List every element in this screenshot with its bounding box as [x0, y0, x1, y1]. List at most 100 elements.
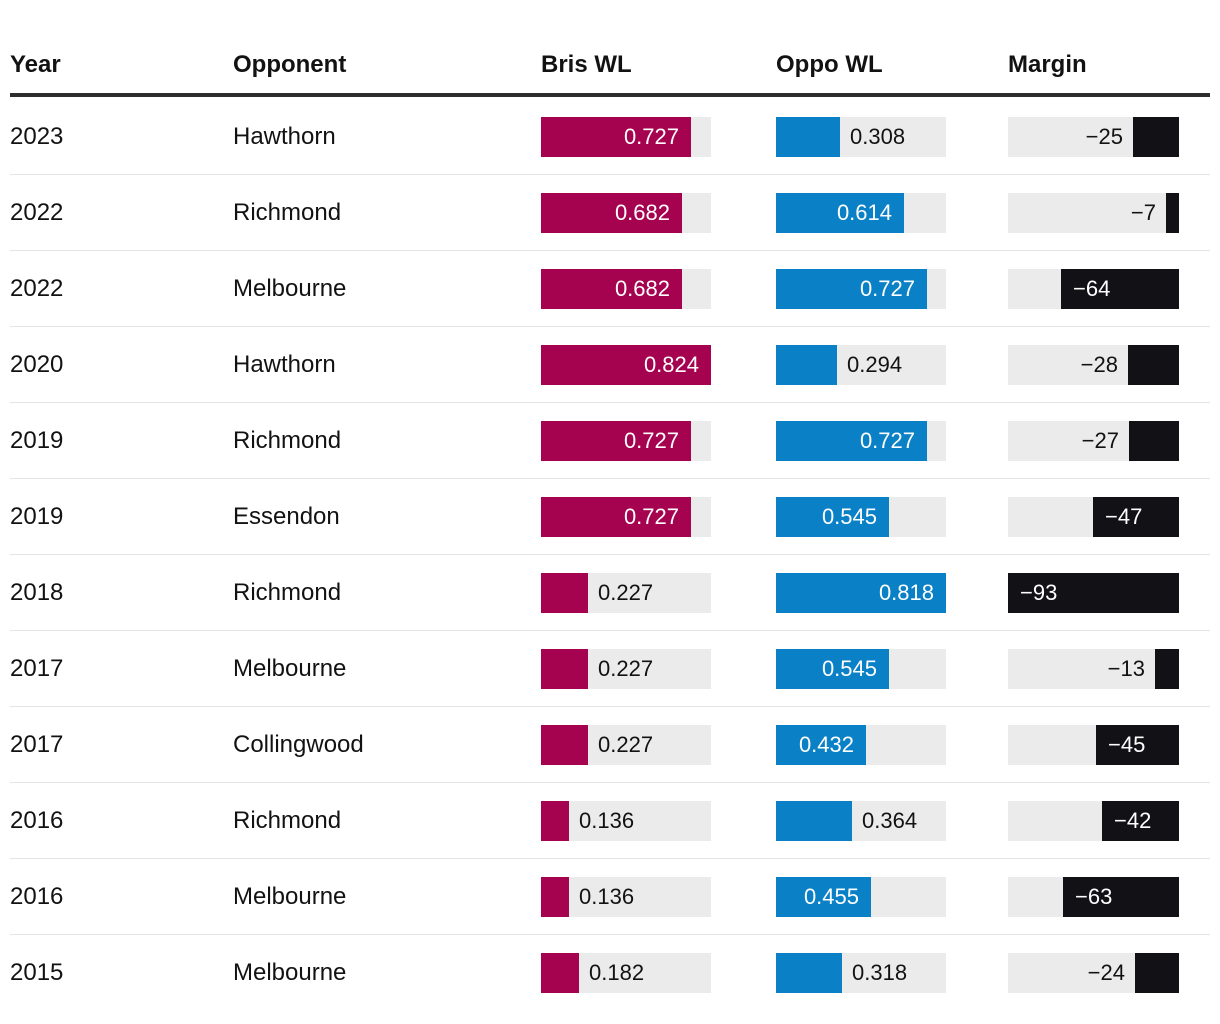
bris-wl-bar-track: 0.227 [541, 648, 711, 689]
oppo-wl-bar-track: 0.294 [776, 344, 946, 385]
oppo-wl-value-label: 0.364 [862, 807, 918, 833]
oppo-wl-bar [776, 268, 927, 309]
oppo-wl-bar-track: 0.614 [776, 192, 946, 233]
oppo-wl-bar [776, 648, 889, 689]
bris-wl-value-label: 0.182 [589, 960, 645, 985]
margin-bar [1155, 648, 1179, 689]
bris-wl-bar-track: 0.227 [541, 572, 711, 613]
bris-wl-value-label: 0.682 [614, 275, 670, 301]
oppo-wl-bar [776, 192, 904, 233]
oppo-wl-value-label: 0.308 [850, 123, 906, 149]
bris-wl-value-label: 0.824 [643, 351, 699, 377]
opponent-cell: Richmond [233, 198, 342, 226]
margin-value-label: −28 [1080, 351, 1118, 377]
margin-value-label: −93 [1020, 579, 1058, 605]
bris-wl-value-label: 0.136 [579, 883, 635, 909]
bris-wl-value-label: 0.727 [623, 123, 679, 149]
col-header-opponent: Opponent [233, 50, 347, 78]
oppo-wl-bar [776, 420, 927, 461]
table-row: 2016 Melbourne 0.136 0.455 −63 [10, 859, 1210, 935]
year-cell: 2018 [10, 578, 64, 606]
margin-bar [1096, 724, 1179, 765]
margin-value-label: −63 [1075, 883, 1113, 909]
bris-wl-bar [541, 648, 588, 689]
bris-wl-bar [541, 572, 588, 613]
bris-wl-bar-track: 0.136 [541, 876, 711, 917]
oppo-wl-bar-track: 0.818 [776, 572, 946, 613]
bris-wl-bar [541, 876, 569, 917]
opponent-cell: Richmond [233, 806, 342, 834]
margin-bar [1061, 268, 1179, 309]
oppo-wl-bar-track: 0.455 [776, 876, 946, 917]
year-cell: 2020 [10, 350, 64, 378]
oppo-wl-bar [776, 344, 837, 385]
table-body: 2023 Hawthorn 0.727 0.308 −25 [10, 99, 1210, 1011]
margin-bar [1063, 876, 1179, 917]
table-row: 2022 Melbourne 0.682 0.727 −64 [10, 251, 1210, 327]
opponent-cell: Melbourne [233, 882, 347, 910]
col-header-bris-wl: Bris WL [541, 50, 632, 78]
margin-bar-track: −28 [1008, 344, 1179, 385]
bris-wl-bar-track: 0.682 [541, 268, 711, 309]
oppo-wl-value-label: 0.818 [878, 579, 934, 605]
oppo-wl-bar-track: 0.432 [776, 724, 946, 765]
margin-bar-track: −47 [1008, 496, 1179, 537]
year-cell: 2019 [10, 426, 64, 454]
opponent-cell: Melbourne [233, 654, 347, 682]
table-row: 2022 Richmond 0.682 0.614 −7 [10, 175, 1210, 251]
opponent-cell: Richmond [233, 578, 342, 606]
margin-bar-track: −25 [1008, 116, 1179, 157]
oppo-wl-bar-track: 0.308 [776, 116, 946, 157]
oppo-wl-bar [776, 496, 889, 537]
table-row: 2015 Melbourne 0.182 0.318 −24 [10, 935, 1210, 1011]
year-cell: 2023 [10, 122, 64, 150]
oppo-wl-value-label: 0.318 [852, 960, 908, 985]
oppo-wl-bar-track: 0.727 [776, 420, 946, 461]
margin-value-label: −64 [1073, 275, 1111, 301]
table-row: 2016 Richmond 0.136 0.364 −42 [10, 783, 1210, 859]
year-cell: 2017 [10, 654, 64, 682]
margin-value-label: −25 [1085, 123, 1123, 149]
bris-wl-bar [541, 192, 682, 233]
margin-bar [1008, 572, 1179, 613]
oppo-wl-value-label: 0.614 [836, 199, 892, 225]
year-cell: 2019 [10, 502, 64, 530]
bris-wl-bar [541, 268, 682, 309]
bris-wl-bar-track: 0.727 [541, 420, 711, 461]
header-rule [10, 93, 1210, 97]
bris-wl-bar-track: 0.182 [541, 953, 711, 993]
bris-wl-bar-track: 0.136 [541, 800, 711, 841]
oppo-wl-value-label: 0.545 [821, 503, 877, 529]
bris-wl-value-label: 0.682 [614, 199, 670, 225]
bris-wl-bar [541, 953, 579, 993]
margin-bar [1128, 344, 1179, 385]
margin-bar-track: −7 [1008, 192, 1179, 233]
oppo-wl-value-label: 0.294 [847, 351, 903, 377]
margin-bar [1133, 116, 1179, 157]
margin-bar [1093, 496, 1179, 537]
bris-wl-bar-track: 0.824 [541, 344, 711, 385]
col-header-oppo-wl: Oppo WL [776, 50, 883, 78]
bris-wl-value-label: 0.727 [623, 503, 679, 529]
margin-value-label: −27 [1081, 427, 1119, 453]
margin-value-label: −13 [1107, 655, 1145, 681]
bris-wl-bar-track: 0.682 [541, 192, 711, 233]
bris-wl-bar [541, 496, 691, 537]
margin-value-label: −24 [1087, 960, 1125, 985]
oppo-wl-bar-track: 0.545 [776, 496, 946, 537]
table-row: 2017 Melbourne 0.227 0.545 −13 [10, 631, 1210, 707]
year-cell: 2015 [10, 959, 64, 986]
oppo-wl-bar [776, 953, 842, 993]
bris-wl-value-label: 0.727 [623, 427, 679, 453]
oppo-wl-bar-track: 0.364 [776, 800, 946, 841]
oppo-wl-value-label: 0.545 [821, 655, 877, 681]
bris-wl-bar [541, 420, 691, 461]
opponent-cell: Hawthorn [233, 122, 336, 150]
margin-bar [1129, 420, 1179, 461]
bris-wl-value-label: 0.227 [598, 579, 654, 605]
bris-wl-bar [541, 344, 711, 385]
opponent-cell: Essendon [233, 502, 340, 530]
bris-wl-bar [541, 116, 691, 157]
margin-bar-track: −24 [1008, 953, 1179, 993]
margin-bar-track: −64 [1008, 268, 1179, 309]
